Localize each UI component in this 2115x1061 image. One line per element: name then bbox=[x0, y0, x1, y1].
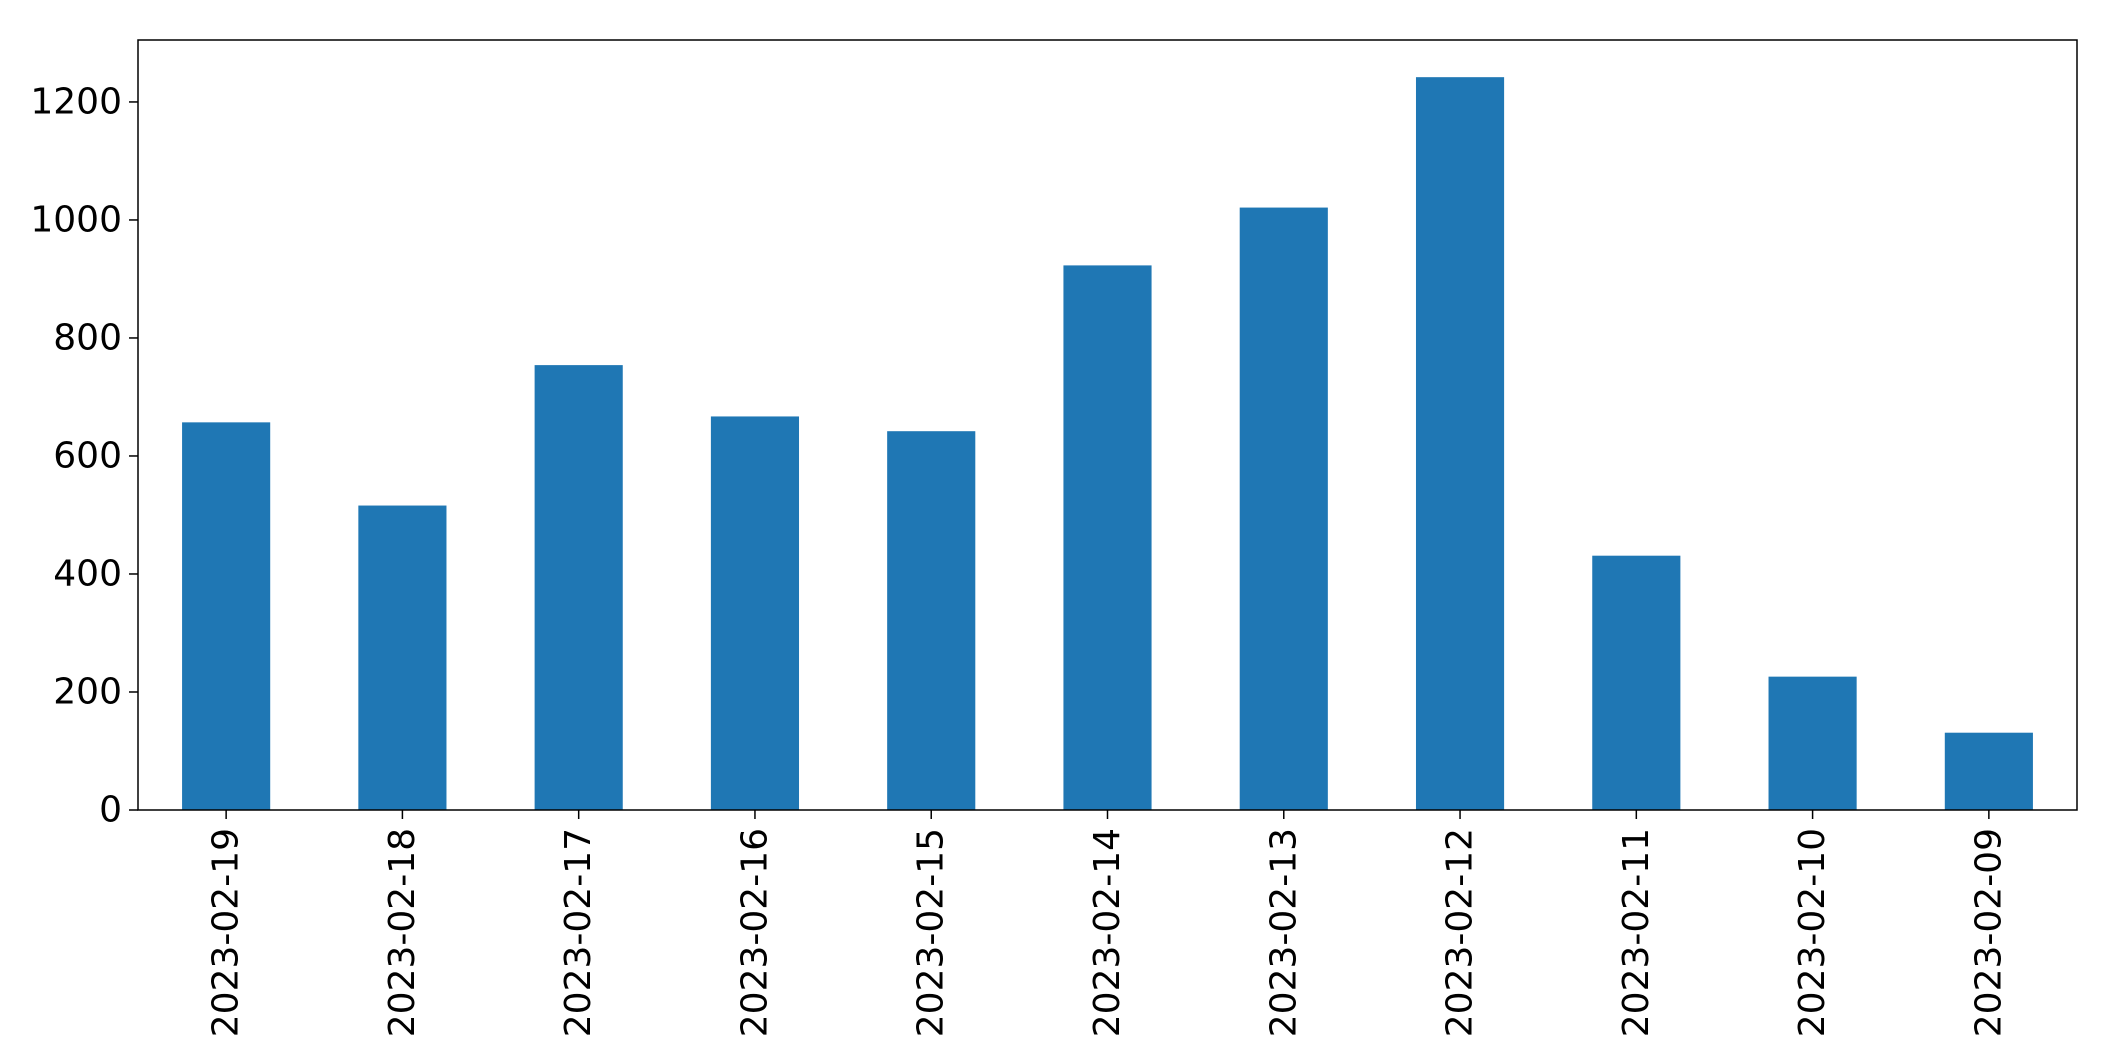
x-tick-label: 2023-02-18 bbox=[382, 828, 423, 1037]
y-tick-label: 1000 bbox=[30, 199, 122, 240]
x-axis: 2023-02-19 2023-02-18 2023-02-17 2023-02-16… bbox=[206, 810, 2009, 1037]
bar-2023-02-18 bbox=[358, 505, 447, 810]
x-tick-label: 2023-02-15 bbox=[911, 828, 952, 1037]
y-tick-label: 0 bbox=[99, 790, 122, 831]
x-tick-label: 2023-02-09 bbox=[1968, 828, 2009, 1037]
bars bbox=[182, 77, 2033, 811]
bar-2023-02-19 bbox=[182, 422, 271, 810]
x-tick-label: 2023-02-11 bbox=[1616, 828, 1657, 1037]
bar-2023-02-09 bbox=[1944, 732, 2033, 810]
y-axis: 0 200 400 600 800 1000 1200 bbox=[30, 81, 138, 831]
y-tick-label: 600 bbox=[53, 435, 122, 476]
x-tick-label: 2023-02-12 bbox=[1440, 828, 1481, 1037]
x-tick-label: 2023-02-13 bbox=[1263, 828, 1304, 1037]
bar-2023-02-14 bbox=[1063, 265, 1152, 810]
plot-area-frame bbox=[137, 39, 2078, 811]
bar-2023-02-11 bbox=[1592, 555, 1681, 810]
y-tick-label: 200 bbox=[53, 671, 122, 712]
bar-2023-02-10 bbox=[1768, 676, 1857, 810]
x-tick-label: 2023-02-16 bbox=[734, 828, 775, 1037]
bar-2023-02-15 bbox=[887, 431, 976, 810]
y-tick-label: 800 bbox=[53, 317, 122, 358]
x-tick-label: 2023-02-14 bbox=[1087, 828, 1128, 1037]
x-tick-label: 2023-02-17 bbox=[558, 828, 599, 1037]
bar-2023-02-12 bbox=[1415, 77, 1505, 810]
bar-2023-02-16 bbox=[710, 416, 800, 810]
bar-2023-02-13 bbox=[1239, 207, 1328, 811]
bar-2023-02-17 bbox=[534, 365, 623, 810]
x-tick-label: 2023-02-19 bbox=[206, 828, 247, 1037]
y-tick-label: 1200 bbox=[30, 81, 122, 122]
x-tick-label: 2023-02-10 bbox=[1792, 828, 1833, 1037]
y-tick-label: 400 bbox=[53, 553, 122, 594]
